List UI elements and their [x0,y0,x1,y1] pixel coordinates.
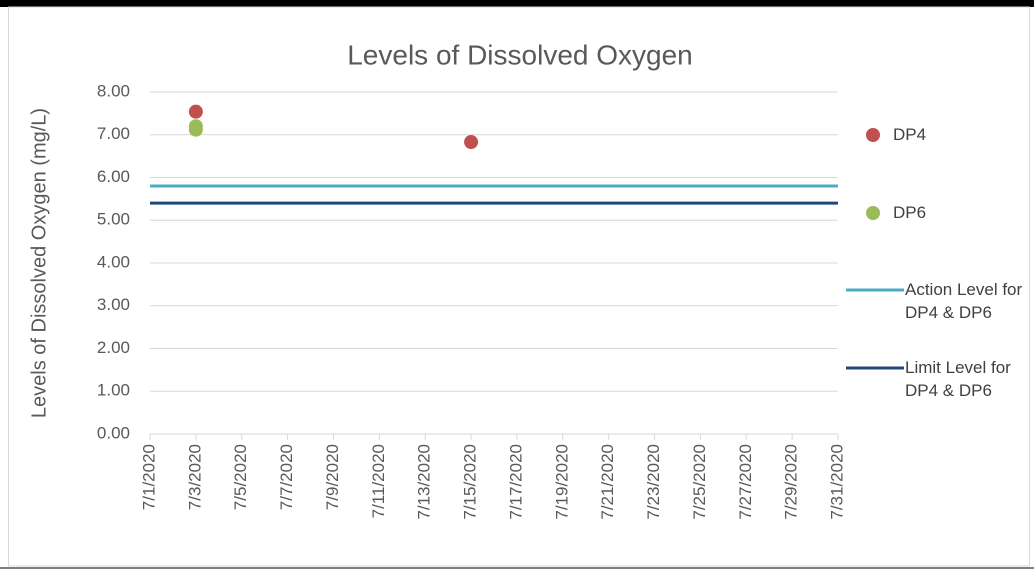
y-tick-label: 2.00 [97,338,130,357]
y-tick-label: 8.00 [97,81,130,100]
x-tick-label: 7/25/2020 [690,444,709,520]
y-tick-label: 0.00 [97,423,130,442]
point [188,104,203,119]
x-tick-label: 7/19/2020 [552,444,571,520]
x-tick-label: 7/15/2020 [461,444,480,520]
x-tick-label: 7/17/2020 [506,444,525,520]
y-axis-label: Levels of Dissolved Oxygen (mg/L) [28,108,50,418]
legend-label: DP4 [893,125,927,144]
x-tick-label: 7/29/2020 [782,444,801,520]
point [188,122,203,137]
x-tick-label: 7/9/2020 [323,444,342,510]
x-tick-label: 7/21/2020 [598,444,617,520]
y-tick-label: 7.00 [97,124,130,143]
x-tick-label: 7/1/2020 [139,444,158,510]
x-tick-label: 7/5/2020 [231,444,250,510]
legend-marker [866,128,880,142]
point [464,135,479,150]
chart-title: Levels of Dissolved Oxygen [347,39,693,70]
chart-frame [8,6,1030,567]
y-tick-label: 6.00 [97,167,130,186]
x-tick-label: 7/27/2020 [736,444,755,520]
x-tick-label: 7/23/2020 [644,444,663,520]
x-tick-label: 7/31/2020 [827,444,846,520]
legend-label: Action Level for DP4 & DP6 [905,280,1023,322]
x-tick-label: 7/13/2020 [415,444,434,520]
legend-label: DP6 [893,203,927,222]
y-tick-label: 4.00 [97,252,130,271]
legend-label: Limit Level for DP4 & DP6 [905,358,1011,400]
legend-marker [866,206,880,220]
x-tick-label: 7/7/2020 [277,444,296,510]
y-tick-label: 5.00 [97,210,130,229]
y-tick-label: 1.00 [97,381,130,400]
top-border [0,0,1034,7]
x-tick-label: 7/11/2020 [369,444,388,518]
y-tick-label: 3.00 [97,295,130,314]
x-tick-label: 7/3/2020 [185,444,204,510]
